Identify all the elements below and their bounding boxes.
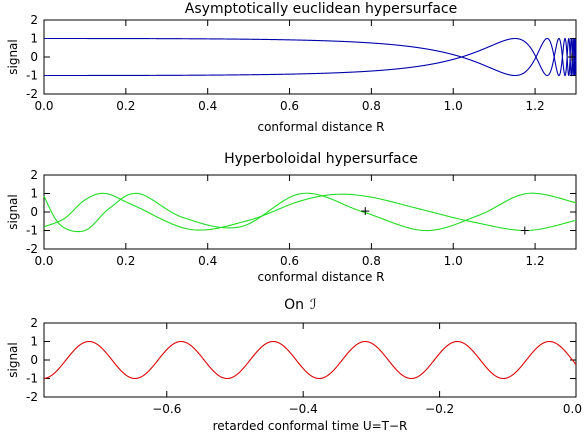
x-tick-label: 0.8	[362, 254, 381, 268]
panel1-markers	[567, 53, 576, 61]
y-tick-label: 2	[30, 168, 38, 182]
panel3-plot-frame	[43, 322, 577, 398]
panel1-plot-frame	[43, 19, 577, 95]
panel2-x-axis: 0.0 0.2 0.4 0.6 0.8 1.0 1.2	[34, 175, 545, 268]
x-tick-label: 0.0	[563, 402, 582, 416]
y-tick-label: 0	[30, 205, 38, 219]
panel1-y-axis: -2 -1 0 1 2	[26, 13, 576, 101]
panel2-title: Hyperboloidal hypersurface	[224, 151, 418, 167]
x-tick-label: 1.2	[526, 99, 545, 113]
x-tick-label: 0.2	[116, 254, 135, 268]
panel1-x-axis: 0.0 0.2 0.4 0.6 0.8 1.0 1.2	[34, 20, 545, 113]
panel3-x-axis: −0.6 −0.4 −0.2 0.0	[152, 323, 582, 416]
plus-marker	[567, 53, 576, 61]
x-tick-label: 0.6	[280, 254, 299, 268]
panel3-title: On	[284, 297, 304, 313]
panel3-ylabel: signal	[6, 342, 20, 378]
x-tick-label: 0.6	[280, 99, 299, 113]
x-tick-label: 0.2	[116, 99, 135, 113]
panel2-xlabel: conformal distance R	[257, 270, 384, 284]
y-tick-label: 1	[30, 32, 38, 46]
x-tick-label: −0.6	[152, 402, 181, 416]
series-line-1	[43, 192, 577, 232]
panel-asymptotically-euclidean: Asymptotically euclidean hypersurface -2…	[6, 1, 577, 134]
panel2-y-axis: -2 -1 0 1 2	[26, 168, 576, 256]
plus-marker	[361, 207, 370, 216]
y-tick-label: 1	[30, 187, 38, 201]
series-line-1	[44, 37, 577, 77]
panel2-series	[43, 192, 577, 233]
x-tick-label: 0.4	[198, 99, 217, 113]
x-tick-label: 0.4	[198, 254, 217, 268]
series-line-2	[44, 37, 577, 77]
y-tick-label: -1	[26, 69, 38, 83]
panel3-title-symbol: ℐ	[310, 297, 317, 313]
panel1-ylabel: signal	[6, 39, 20, 75]
y-tick-label: -2	[26, 390, 38, 404]
panel2-plot-frame	[43, 174, 577, 250]
y-tick-label: -1	[26, 224, 38, 238]
series-line-2	[43, 192, 577, 233]
x-tick-label: 0.0	[34, 254, 53, 268]
y-tick-label: 2	[30, 316, 38, 330]
x-tick-label: −0.4	[289, 402, 318, 416]
series-line-1	[43, 340, 577, 380]
panel3-xlabel: retarded conformal time U=T−R	[213, 419, 408, 433]
x-tick-label: −0.2	[425, 402, 454, 416]
plus-marker	[520, 226, 529, 235]
x-tick-label: 1.0	[444, 254, 463, 268]
y-tick-label: 2	[30, 13, 38, 27]
y-tick-label: -2	[26, 242, 38, 256]
x-tick-label: 0.0	[34, 99, 53, 113]
panel3-y-axis: -2 -1 0 1 2	[26, 316, 576, 404]
x-tick-label: 1.2	[526, 254, 545, 268]
panel-on-scri: On ℐ -2 -1 0 1 2 −0.6 −0.4 −0.2 0.0 retarded co…	[6, 297, 582, 433]
panel1-xlabel: conformal distance R	[257, 120, 384, 134]
y-tick-label: -1	[26, 372, 38, 386]
y-tick-label: 1	[30, 335, 38, 349]
y-tick-label: 0	[30, 353, 38, 367]
panel1-title: Asymptotically euclidean hypersurface	[185, 1, 457, 17]
x-tick-label: 1.0	[444, 99, 463, 113]
panel2-markers	[361, 207, 529, 235]
y-tick-label: -2	[26, 87, 38, 101]
panel1-series	[44, 37, 577, 77]
panel3-series	[43, 340, 577, 380]
y-tick-label: 0	[30, 50, 38, 64]
x-tick-label: 0.8	[362, 99, 381, 113]
panel2-ylabel: signal	[6, 194, 20, 230]
